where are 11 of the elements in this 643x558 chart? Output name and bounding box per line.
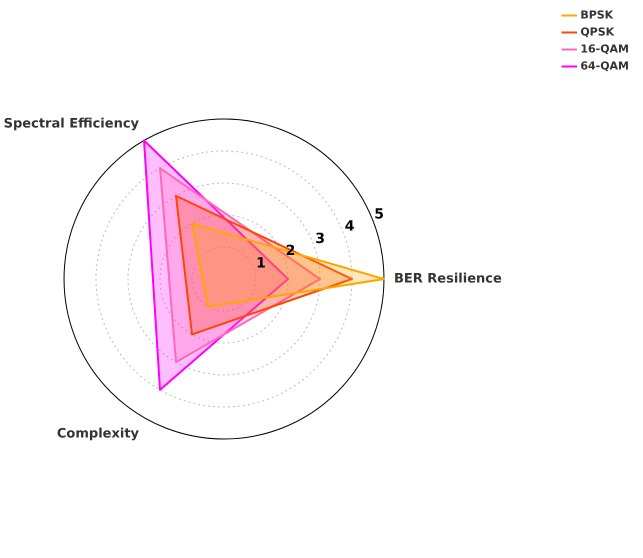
legend-label: QPSK bbox=[580, 25, 615, 38]
spoke-label: Complexity bbox=[56, 426, 140, 442]
spoke-label: BER Resilience bbox=[394, 271, 502, 286]
legend-label: 16-QAM bbox=[580, 42, 630, 56]
y-tick-label: 5 bbox=[374, 206, 384, 222]
y-tick-label: 3 bbox=[315, 230, 325, 247]
legend-label: 64-QAM bbox=[580, 59, 630, 72]
legend-label: BPSK bbox=[580, 8, 614, 22]
y-tick-label: 4 bbox=[344, 218, 355, 235]
y-tick-label: 1 bbox=[256, 255, 266, 272]
spoke-label: Spectral Efficiency bbox=[4, 116, 140, 132]
